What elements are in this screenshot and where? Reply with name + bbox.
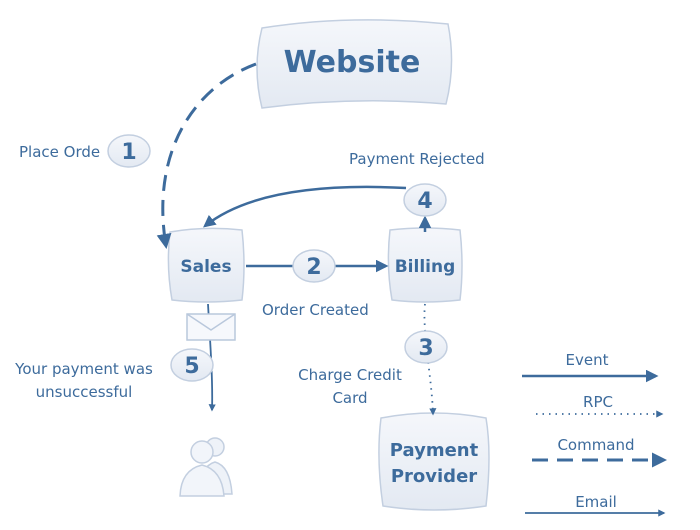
payment-provider-label-line1: Payment [390,440,479,461]
billing-node: Billing [387,227,463,303]
order-created-label: Order Created [262,301,369,319]
billing-to-sales-rejected-arrow [203,185,407,228]
your-payment-label-line1: Your payment was [14,360,153,378]
place-order-label: Place Orde [19,143,100,161]
legend-event-label: Event [566,351,609,369]
envelope-icon [186,313,236,341]
website-to-sales-command-arrow [156,62,257,249]
legend-event: Event [522,351,659,383]
billing-label: Billing [395,257,456,277]
step-badge-1: 1 [107,134,151,168]
legend-rpc-label: RPC [583,393,613,411]
your-payment-label-line2: unsuccessful [36,383,133,401]
step-3-number: 3 [418,336,433,361]
payment-provider-node: Payment Provider [378,412,490,511]
legend-command: Command [532,436,667,468]
website-node: Website [256,19,453,109]
charge-credit-card-label-line2: Card [332,389,367,407]
step-1-number: 1 [121,140,136,165]
step-badge-5: 5 [170,348,214,382]
legend-email: Email [525,493,666,517]
step-2-number: 2 [306,255,321,280]
payment-provider-label-line2: Provider [391,466,477,487]
sales-label: Sales [180,257,231,277]
legend: Event RPC Command Email [522,351,667,517]
step-badge-3: 3 [404,330,448,364]
payment-rejected-label: Payment Rejected [349,150,485,168]
charge-credit-card-label-line1: Charge Credit [298,366,402,384]
legend-rpc: RPC [536,393,664,418]
step-4-number: 4 [417,189,432,214]
sales-node: Sales [167,227,245,303]
website-label: Website [284,45,421,80]
legend-email-label: Email [575,493,617,511]
step-badge-4: 4 [403,183,447,217]
step-5-number: 5 [184,354,199,379]
legend-command-label: Command [557,436,634,454]
step-badge-2: 2 [292,249,336,283]
user-icon [179,437,233,497]
